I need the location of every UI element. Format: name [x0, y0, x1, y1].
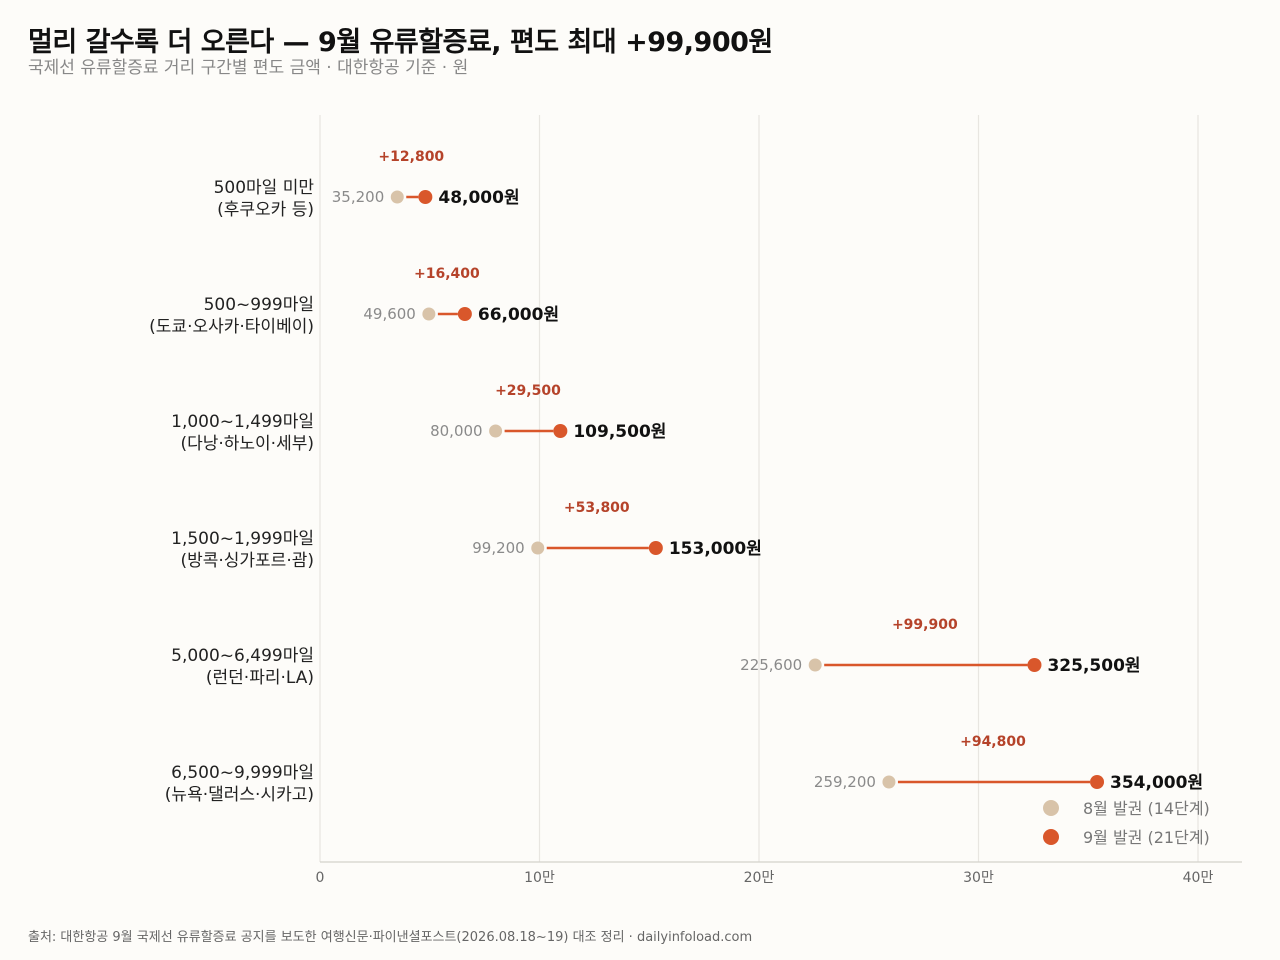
august-point: [390, 190, 404, 204]
category-sublabel: (런던·파리·LA): [206, 668, 314, 688]
category-label: 500마일 미만: [214, 178, 315, 198]
increase-label: +12,800: [378, 149, 444, 165]
category-sublabel: (후쿠오카 등): [217, 200, 314, 220]
august-value-label: 80,000: [430, 422, 483, 440]
category-sublabel: (방콕·싱가포르·괌): [180, 551, 314, 571]
chart-title: 멀리 갈수록 더 오른다 — 9월 유류할증료, 편도 최대 +99,900원: [28, 27, 773, 58]
x-tick-label: 0: [316, 870, 325, 886]
september-point: [553, 424, 568, 438]
increase-label: +29,500: [495, 383, 561, 399]
september-value-label: 153,000원: [669, 539, 762, 559]
september-point: [648, 541, 663, 555]
legend-august-label: 8월 발권 (14단계): [1083, 799, 1210, 818]
x-tick-label: 20만: [744, 870, 775, 886]
september-value-label: 66,000원: [478, 305, 559, 325]
source-note: 출처: 대한항공 9월 국제선 유류할증료 공지를 보도한 여행신문·파이낸셜포…: [28, 930, 753, 945]
september-value-label: 109,500원: [573, 422, 666, 442]
x-tick-label: 30만: [963, 870, 994, 886]
category-sublabel: (뉴욕·댈러스·시카고): [165, 785, 314, 805]
august-point: [808, 658, 822, 672]
september-value-label: 325,500원: [1047, 656, 1140, 676]
dumbbell-chart: 0 10만 20만 30만 40만 500마일 미만(후쿠오카 등) 35,200 48,00…: [149, 115, 1242, 886]
legend-august-swatch: [1043, 800, 1059, 816]
september-point: [457, 307, 472, 321]
august-value-label: 49,600: [363, 305, 416, 323]
chart-subtitle: 국제선 유류할증료 거리 구간별 편도 금액 · 대한항공 기준 · 원: [28, 58, 469, 78]
september-point: [1090, 775, 1105, 789]
august-point: [882, 775, 896, 789]
august-value-label: 35,200: [332, 188, 385, 206]
august-value-label: 259,200: [814, 773, 876, 791]
legend-september-swatch: [1043, 829, 1059, 845]
september-point: [418, 190, 433, 204]
increase-label: +94,800: [960, 734, 1026, 750]
category-sublabel: (도쿄·오사카·타이베이): [149, 317, 314, 337]
august-value-label: 225,600: [740, 656, 802, 674]
increase-label: +99,900: [892, 617, 958, 633]
category-label: 500~999마일: [204, 295, 314, 315]
category-label: 1,000~1,499마일: [171, 412, 314, 432]
x-tick-label: 10만: [524, 870, 555, 886]
category-label: 6,500~9,999마일: [171, 763, 314, 783]
category-label: 1,500~1,999마일: [171, 529, 314, 549]
september-point: [1027, 658, 1042, 672]
legend-september-label: 9월 발권 (21단계): [1083, 828, 1210, 847]
september-value-label: 48,000원: [438, 188, 519, 208]
august-point: [531, 541, 545, 555]
september-value-label: 354,000원: [1110, 773, 1203, 793]
x-tick-label: 40만: [1183, 870, 1214, 886]
august-point: [489, 424, 503, 438]
august-point: [422, 307, 436, 321]
category-label: 5,000~6,499마일: [171, 646, 314, 666]
increase-label: +53,800: [564, 500, 630, 516]
increase-label: +16,400: [414, 266, 480, 282]
category-sublabel: (다낭·하노이·세부): [180, 434, 314, 454]
august-value-label: 99,200: [472, 539, 525, 557]
